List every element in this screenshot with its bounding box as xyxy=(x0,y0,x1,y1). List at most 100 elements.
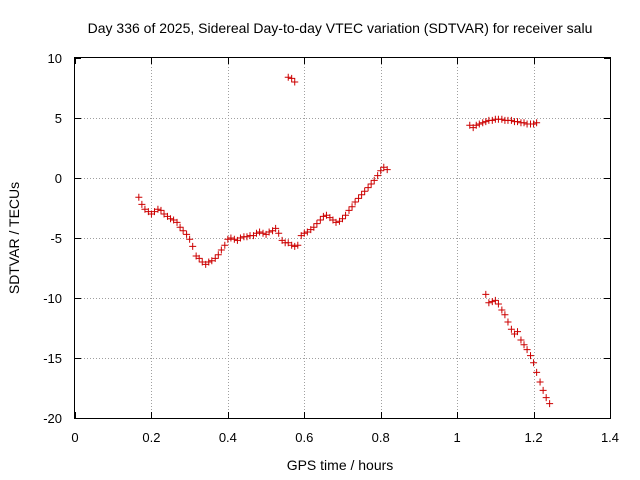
data-point xyxy=(300,229,308,237)
data-point xyxy=(319,212,327,220)
data-point xyxy=(485,299,493,307)
y-tick-label: -5 xyxy=(50,231,62,246)
data-point xyxy=(157,206,165,214)
data-point xyxy=(195,254,203,262)
data-point xyxy=(355,194,363,202)
data-point xyxy=(361,187,369,195)
data-point xyxy=(488,116,496,124)
data-point xyxy=(284,73,292,81)
data-point xyxy=(217,246,225,254)
data-point xyxy=(533,368,541,376)
data-point xyxy=(275,229,283,237)
data-point xyxy=(351,198,359,206)
data-point xyxy=(138,200,146,208)
data-point xyxy=(374,172,382,180)
data-point xyxy=(530,120,538,128)
data-point xyxy=(479,119,487,127)
data-point xyxy=(367,180,375,188)
data-point xyxy=(224,235,232,243)
data-point xyxy=(494,300,502,308)
data-point xyxy=(504,318,512,326)
data-point xyxy=(542,394,550,402)
x-tick-label: 1 xyxy=(454,430,461,445)
tick-labels: 0 0.2 0.4 0.6 0.8 1 1.2 1.4 -20 -15 -10 -5 0 5 10 xyxy=(43,51,619,445)
data-point xyxy=(498,306,506,314)
data-point xyxy=(517,336,525,344)
data-point xyxy=(316,216,324,224)
data-point xyxy=(294,241,302,249)
data-point xyxy=(313,220,321,228)
data-point xyxy=(253,229,261,237)
y-tick-label: 0 xyxy=(55,171,62,186)
y-tick-label: -10 xyxy=(43,291,62,306)
data-point xyxy=(291,78,299,86)
data-point xyxy=(288,241,296,249)
data-point xyxy=(498,115,506,123)
data-point xyxy=(364,184,372,192)
data-point xyxy=(482,118,490,126)
data-point xyxy=(377,167,385,175)
data-point xyxy=(475,120,483,128)
grid xyxy=(75,58,610,418)
data-point xyxy=(539,386,547,394)
data-point xyxy=(288,74,296,82)
y-tick-label: 5 xyxy=(55,111,62,126)
data-point xyxy=(520,341,528,349)
data-point xyxy=(186,235,194,243)
data-point xyxy=(291,242,299,250)
data-point xyxy=(236,234,244,242)
data-point xyxy=(530,359,538,367)
data-points xyxy=(135,73,554,408)
data-point xyxy=(491,296,499,304)
data-point xyxy=(345,206,353,214)
data-point xyxy=(205,258,213,266)
data-point xyxy=(176,223,184,231)
data-point xyxy=(265,228,273,236)
data-point xyxy=(342,211,350,219)
data-point xyxy=(536,378,544,386)
data-point xyxy=(507,116,515,124)
x-tick-label: 0.6 xyxy=(295,430,313,445)
data-point xyxy=(514,118,522,126)
data-point xyxy=(546,400,554,408)
data-point xyxy=(310,223,318,231)
data-point xyxy=(358,191,366,199)
data-point xyxy=(472,121,480,129)
y-axis-label: SDTVAR / TECUs xyxy=(6,182,22,294)
data-point xyxy=(179,227,187,235)
chart-title: Day 336 of 2025, Sidereal Day-to-day VTE… xyxy=(88,20,593,36)
data-point xyxy=(221,241,229,249)
data-point xyxy=(173,218,181,226)
data-point xyxy=(332,218,340,226)
data-point xyxy=(259,229,267,237)
data-point xyxy=(348,203,356,211)
data-point xyxy=(227,234,235,242)
data-point xyxy=(189,242,197,250)
x-tick-label: 0 xyxy=(71,430,78,445)
x-tick-label: 1.2 xyxy=(525,430,543,445)
x-tick-label: 0.2 xyxy=(142,430,160,445)
data-point xyxy=(501,311,509,319)
data-point xyxy=(383,166,391,174)
data-point xyxy=(488,298,496,306)
data-point xyxy=(230,235,238,243)
data-point xyxy=(514,328,522,336)
plot-area-border xyxy=(74,57,611,419)
data-point xyxy=(482,290,490,298)
x-tick-label: 0.8 xyxy=(372,430,390,445)
data-point xyxy=(370,176,378,184)
data-point xyxy=(272,224,280,232)
x-tick-label: 0.4 xyxy=(219,430,237,445)
data-point xyxy=(523,346,531,354)
data-point xyxy=(520,119,528,127)
data-point xyxy=(214,251,222,259)
data-point xyxy=(154,205,162,213)
data-point xyxy=(507,325,515,333)
x-axis-label: GPS time / hours xyxy=(287,457,394,473)
data-point xyxy=(211,254,219,262)
x-tick-label: 1.4 xyxy=(601,430,619,445)
data-point xyxy=(167,215,175,223)
data-point xyxy=(135,193,143,201)
data-point xyxy=(256,228,264,236)
